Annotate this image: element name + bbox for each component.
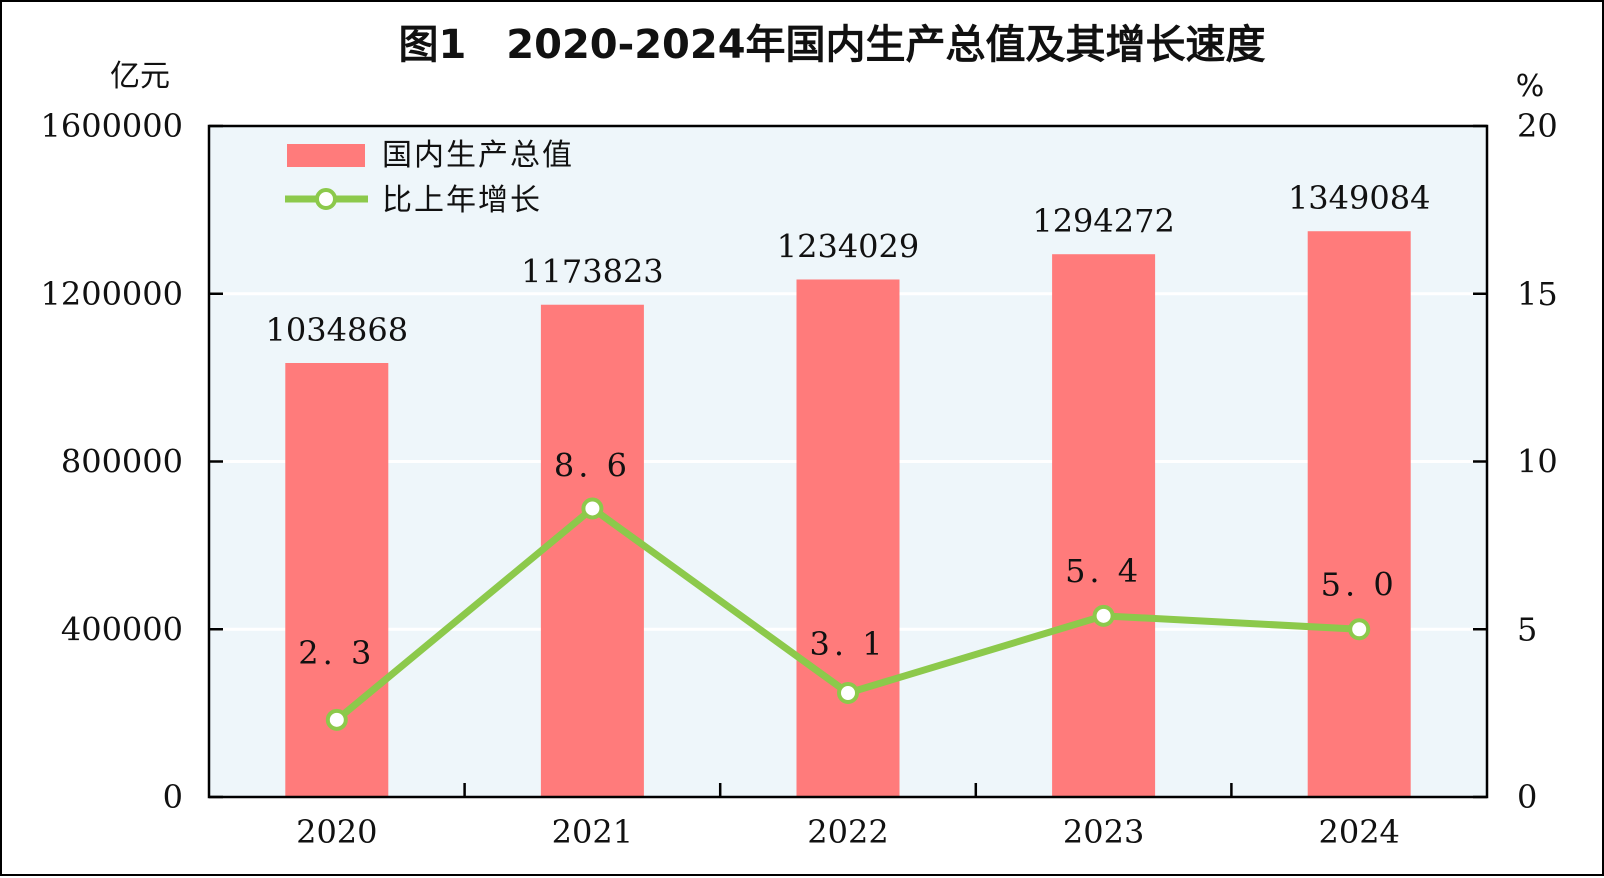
y-left-tick-label: 800000 (61, 443, 183, 481)
growth-label-2020: 2. 3 (298, 634, 375, 672)
y-right-tick-label: 20 (1517, 107, 1558, 145)
x-tick-label-2022: 2022 (807, 813, 888, 851)
y-right-tick-label: 0 (1517, 778, 1537, 816)
y-left-unit: 亿元 (110, 59, 170, 94)
chart-title: 图1 2020-2024年国内生产总值及其增长速度 (398, 22, 1265, 68)
y-right-tick-label: 10 (1517, 443, 1558, 481)
bar-series (285, 231, 1411, 798)
legend-bar-label: 国内生产总值 (382, 138, 574, 173)
legend-line-marker (315, 188, 337, 210)
growth-label-2022: 3. 1 (809, 625, 886, 663)
bar-2023 (1052, 254, 1156, 798)
y-right-tick-label: 15 (1517, 275, 1558, 313)
line-series (325, 497, 1371, 731)
growth-point-2023 (1092, 604, 1115, 627)
bar-labels: 1034868 1173823 1234029 1294272 1349084 (266, 179, 1431, 349)
y-left-tick-label: 0 (163, 778, 183, 816)
growth-label-2021: 8. 6 (554, 446, 631, 484)
y-left-tick-label: 400000 (61, 610, 183, 648)
bar-label-2024: 1349084 (1288, 179, 1431, 217)
line-labels: 2. 3 8. 6 3. 1 5. 4 5. 0 (298, 446, 1398, 672)
bar-2024 (1307, 231, 1411, 797)
growth-point-2020 (325, 708, 348, 731)
x-tick-label-2021: 2021 (552, 813, 633, 851)
y-right-tick-label: 5 (1517, 610, 1537, 648)
bar-label-2021: 1173823 (521, 253, 664, 291)
bar-label-2020: 1034868 (266, 311, 409, 349)
bar-label-2022: 1234029 (777, 227, 920, 265)
bar-2021 (540, 304, 644, 797)
y-left-tick-label: 1200000 (40, 275, 183, 313)
growth-point-2024 (1348, 618, 1371, 641)
x-tick-label-2023: 2023 (1063, 813, 1144, 851)
growth-point-2021 (581, 497, 604, 520)
y-right-unit: % (1516, 69, 1545, 104)
bar-2022 (796, 279, 900, 797)
legend-line-label: 比上年增长 (382, 183, 542, 218)
bar-label-2023: 1294272 (1032, 202, 1175, 240)
x-tick-label-2024: 2024 (1318, 813, 1399, 851)
growth-point-2022 (837, 681, 859, 704)
y-left-tick-label: 1600000 (40, 107, 183, 145)
growth-label-2023: 5. 4 (1065, 552, 1142, 590)
x-tick-label-2020: 2020 (296, 813, 377, 851)
bar-2020 (285, 363, 389, 797)
legend-bar-swatch (287, 144, 365, 167)
growth-label-2024: 5. 0 (1321, 565, 1398, 603)
